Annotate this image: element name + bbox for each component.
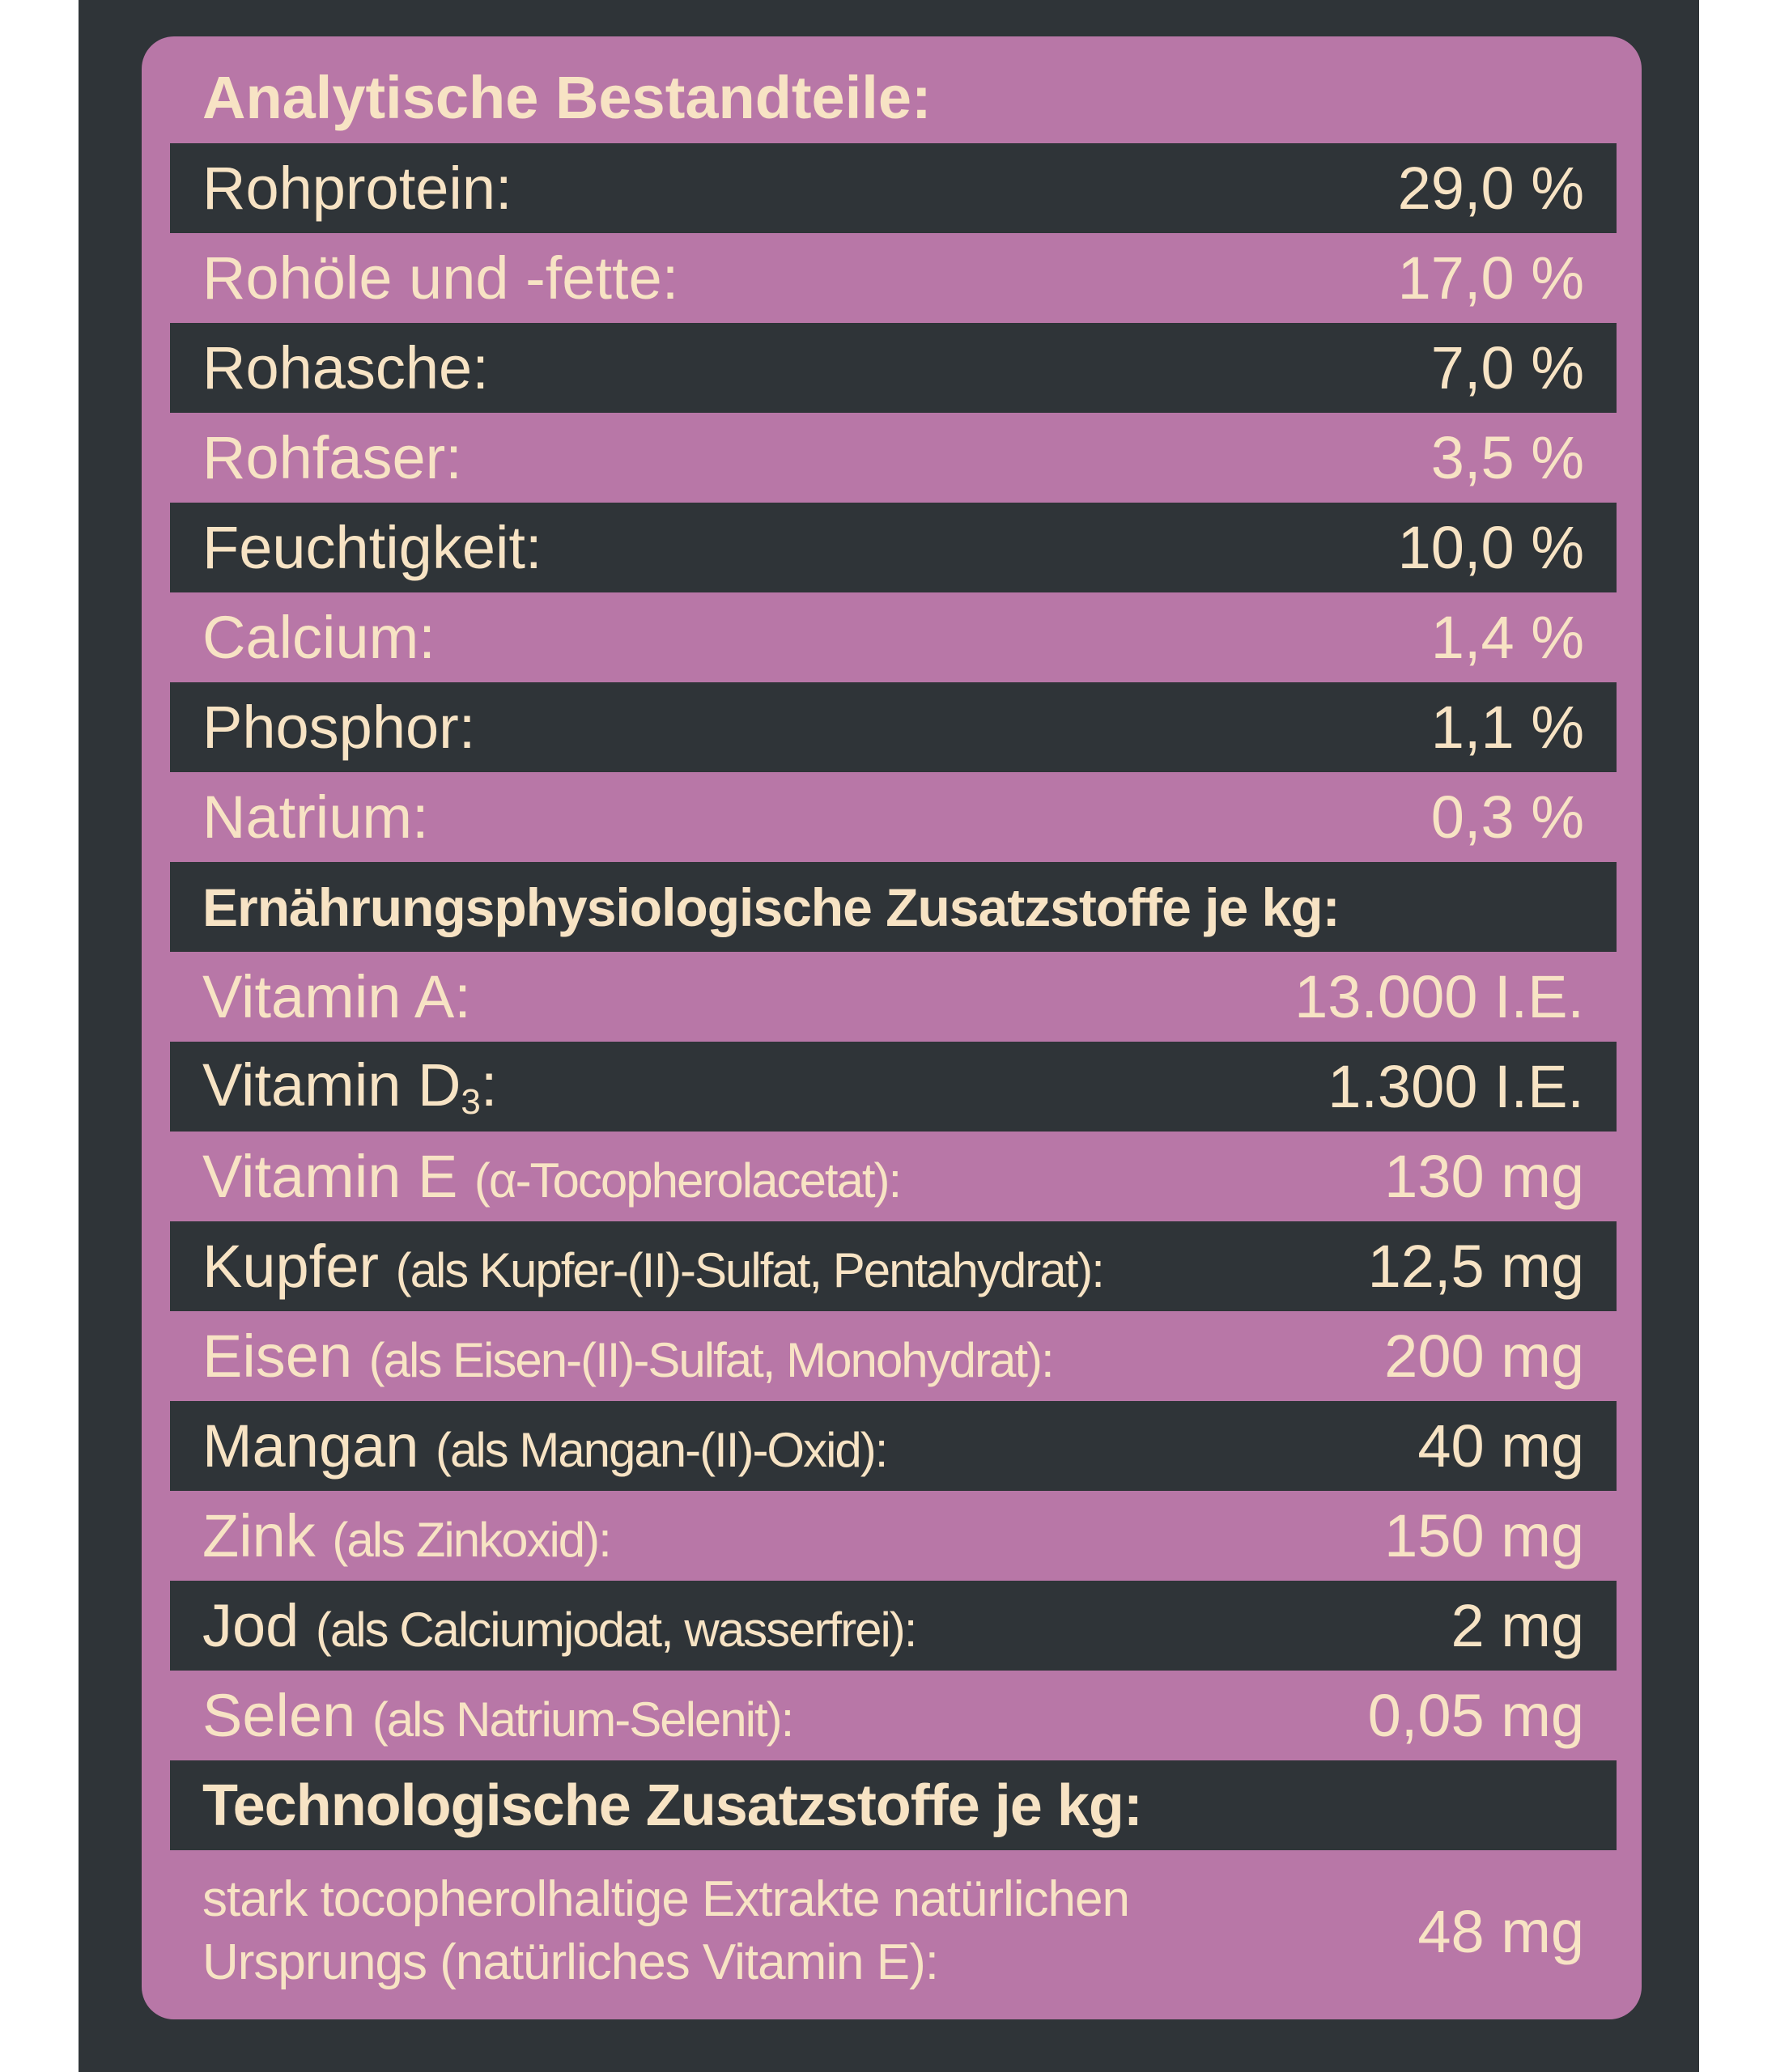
row-label: Phosphor: [202,694,476,761]
row-value: 130 mg [1384,1143,1584,1210]
row-label: stark tocopherolhaltige Extrakte natürli… [202,1871,1130,1990]
table-row-phosphor: Phosphor: 1,1 % [170,682,1617,772]
table-row-mangan: Mangan (als Mangan-(II)-Oxid): 40 mg [170,1401,1617,1491]
row-label-text: Vitamin E [202,1143,458,1210]
row-label: Selen (als Natrium-Selenit): [202,1681,794,1750]
row-label-colon: : [480,1051,498,1119]
table-row-eisen: Eisen (als Eisen-(II)-Sulfat, Monohydrat… [170,1311,1617,1401]
row-label-text: Kupfer [202,1233,380,1300]
row-label-detail: (als Calciumjodat, wasserfrei): [315,1603,918,1657]
table-row-vitamin-e: Vitamin E (α-Tocopherolacetat): 130 mg [170,1132,1617,1221]
row-label: Eisen (als Eisen-(II)-Sulfat, Monohydrat… [202,1322,1055,1391]
analytic-heading: Analytische Bestandteile: [202,64,932,131]
row-value: 7,0 % [1430,334,1584,401]
row-label-detail: (als Eisen-(II)-Sulfat, Monohydrat): [368,1333,1055,1387]
row-value: 150 mg [1384,1502,1584,1569]
row-label: Rohasche: [202,334,489,401]
table-row-zink: Zink (als Zinkoxid): 150 mg [170,1491,1617,1581]
table-row-calcium: Calcium: 1,4 % [170,592,1617,682]
row-value: 10,0 % [1397,514,1584,581]
row-value: 1,1 % [1430,694,1584,761]
row-label: Jod (als Calciumjodat, wasserfrei): [202,1591,918,1660]
table-row-rohfaser: Rohfaser: 3,5 % [170,413,1617,503]
table-row-rohoele: Rohöle und -fette: 17,0 % [170,233,1617,323]
nutritional-heading: Ernährungsphysiologische Zusatzstoffe je… [170,862,1617,952]
row-label-detail: (als Natrium-Selenit): [372,1692,794,1747]
row-label-text: Jod [202,1592,300,1659]
row-label: Rohfaser: [202,424,462,491]
row-value: 12,5 mg [1367,1233,1584,1300]
row-label: Mangan (als Mangan-(II)-Oxid): [202,1412,888,1480]
row-label: Calcium: [202,604,436,671]
row-value: 1.300 I.E. [1328,1053,1584,1120]
table-row-rohprotein: Rohprotein: 29,0 % [170,143,1617,233]
table-row-vitamin-d3: Vitamin D3: 1.300 I.E. [170,1042,1617,1132]
row-label: Rohprotein: [202,155,512,222]
table-row-selen: Selen (als Natrium-Selenit): 0,05 mg [170,1671,1617,1760]
row-label-text: Vitamin D [202,1051,461,1119]
row-label: Vitamin D3: [202,1051,497,1123]
row-label-subscript: 3 [461,1082,481,1122]
row-label: Natrium: [202,783,429,851]
table-row-tocopherol: stark tocopherolhaltige Extrakte natürli… [170,1850,1617,2012]
row-label: Feuchtigkeit: [202,514,542,581]
nutrition-table: Rohprotein: 29,0 % Rohöle und -fette: 17… [170,143,1617,2012]
row-label: Vitamin E (α-Tocopherolacetat): [202,1142,902,1211]
row-value: 3,5 % [1430,424,1584,491]
row-value: 29,0 % [1397,155,1584,222]
table-row-natrium: Natrium: 0,3 % [170,772,1617,862]
row-value: 200 mg [1384,1323,1584,1390]
row-label: Zink (als Zinkoxid): [202,1501,612,1570]
row-label-detail: (als Zinkoxid): [332,1513,611,1567]
table-row-rohasche: Rohasche: 7,0 % [170,323,1617,413]
technological-heading: Technologische Zusatzstoffe je kg: [170,1760,1617,1850]
row-label-text: Zink [202,1502,316,1569]
row-label-detail: (als Mangan-(II)-Oxid): [435,1423,888,1477]
section-heading: Technologische Zusatzstoffe je kg: [202,1773,1143,1838]
table-row-feuchtigkeit: Feuchtigkeit: 10,0 % [170,503,1617,592]
row-label: Vitamin A: [202,963,471,1030]
row-label-text: Selen [202,1682,356,1749]
row-value: 2 mg [1451,1592,1584,1659]
row-label-text: Eisen [202,1323,353,1390]
row-label: Kupfer (als Kupfer-(II)-Sulfat, Pentahyd… [202,1232,1105,1301]
row-label-detail: (α-Tocopherolacetat): [474,1153,902,1208]
row-label-text: Mangan [202,1412,419,1480]
row-value: 48 mg [1417,1897,1584,1965]
row-value: 13.000 I.E. [1294,963,1584,1030]
table-row-kupfer: Kupfer (als Kupfer-(II)-Sulfat, Pentahyd… [170,1221,1617,1311]
table-row-vitamin-a: Vitamin A: 13.000 I.E. [170,952,1617,1042]
row-value: 1,4 % [1430,604,1584,671]
row-value: 17,0 % [1397,244,1584,312]
section-heading: Ernährungsphysiologische Zusatzstoffe je… [202,877,1340,937]
row-label: Rohöle und -fette: [202,244,679,312]
row-label-detail: (als Kupfer-(II)-Sulfat, Pentahydrat): [395,1243,1105,1297]
row-value: 0,05 mg [1367,1682,1584,1749]
table-row-jod: Jod (als Calciumjodat, wasserfrei): 2 mg [170,1581,1617,1671]
row-value: 0,3 % [1430,783,1584,851]
row-value: 40 mg [1417,1412,1584,1480]
